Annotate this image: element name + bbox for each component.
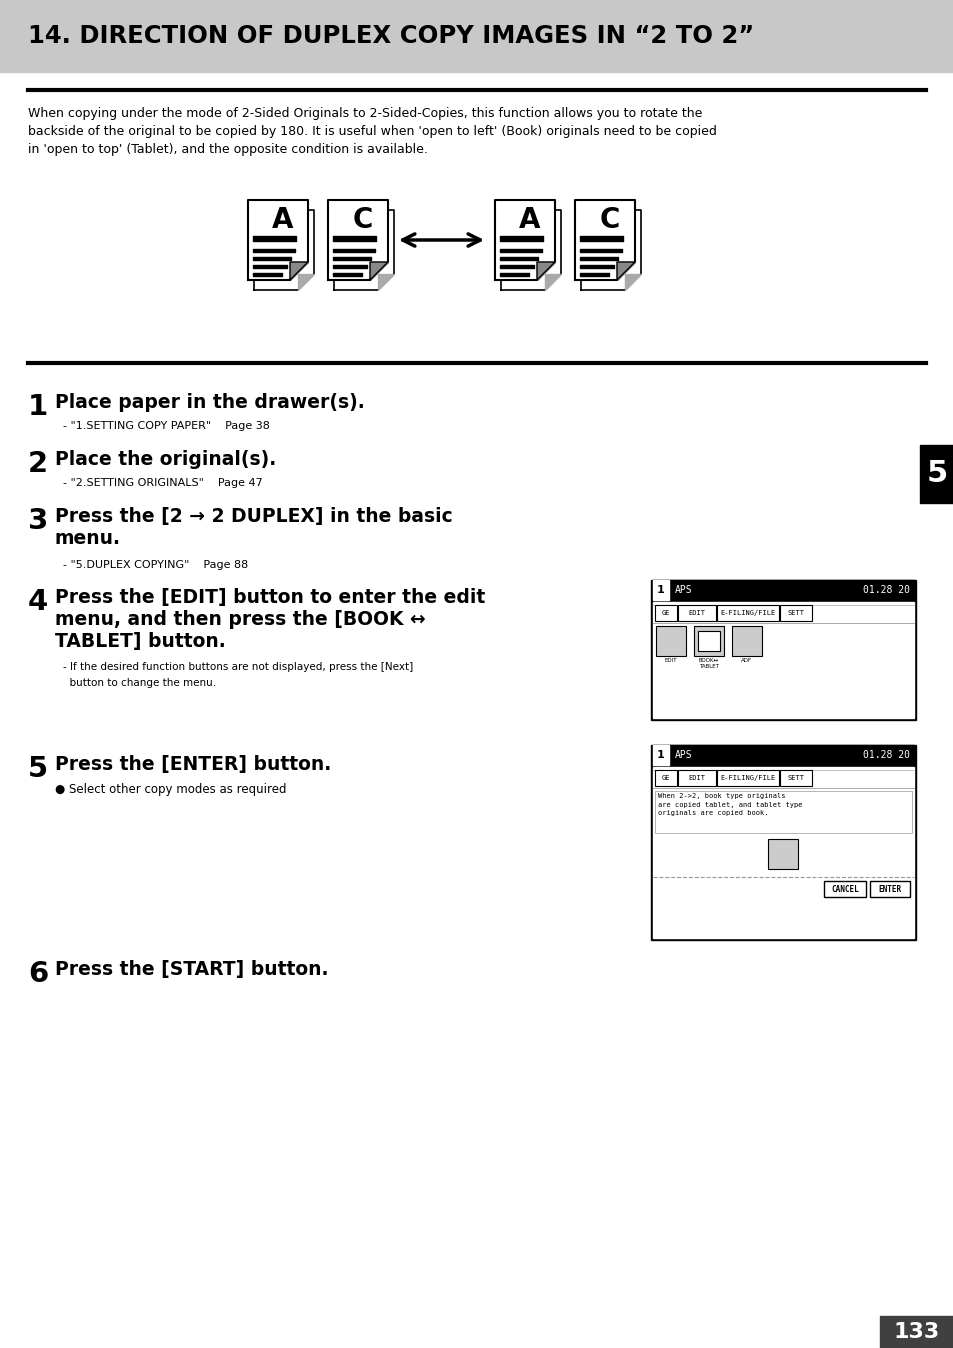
- Text: E-FILING/FILE: E-FILING/FILE: [720, 775, 775, 780]
- Text: - "5.DUPLEX COPYING"    Page 88: - "5.DUPLEX COPYING" Page 88: [63, 559, 248, 570]
- Text: E-FILING/FILE: E-FILING/FILE: [720, 611, 775, 616]
- Polygon shape: [334, 210, 394, 290]
- Text: D: D: [602, 260, 618, 279]
- Polygon shape: [297, 274, 314, 290]
- Text: 1: 1: [657, 585, 664, 594]
- Bar: [823, 882, 865, 896]
- Text: APS: APS: [675, 585, 692, 594]
- Bar: [652, 580, 913, 600]
- Bar: [652, 767, 913, 938]
- Bar: [652, 603, 913, 718]
- Text: 2: 2: [28, 450, 48, 479]
- Polygon shape: [253, 210, 314, 290]
- Text: menu, and then press the [BOOK ↔: menu, and then press the [BOOK ↔: [55, 611, 425, 630]
- Bar: [656, 625, 685, 656]
- Bar: [655, 605, 677, 621]
- Bar: [678, 605, 716, 621]
- Text: button to change the menu.: button to change the menu.: [63, 678, 216, 687]
- Polygon shape: [500, 210, 560, 290]
- Text: 01.28 20: 01.28 20: [862, 749, 909, 760]
- Bar: [698, 631, 720, 651]
- Text: EDIT: EDIT: [688, 775, 705, 780]
- Text: 6: 6: [28, 960, 49, 988]
- Polygon shape: [328, 200, 388, 280]
- Text: CANCEL: CANCEL: [830, 884, 858, 894]
- Text: B: B: [523, 260, 537, 279]
- Text: ADF: ADF: [740, 658, 752, 663]
- Text: C: C: [599, 206, 619, 235]
- Text: 1: 1: [28, 394, 49, 421]
- Text: EDIT: EDIT: [664, 658, 677, 663]
- Bar: [780, 605, 811, 621]
- Text: 1: 1: [657, 749, 664, 760]
- Polygon shape: [537, 262, 555, 280]
- Text: C: C: [353, 206, 373, 235]
- Text: Press the [ENTER] button.: Press the [ENTER] button.: [55, 755, 331, 774]
- Text: GE: GE: [661, 611, 670, 616]
- Polygon shape: [544, 274, 560, 290]
- Text: ENTER: ENTER: [878, 884, 901, 894]
- Text: BOOK↔
TABLET: BOOK↔ TABLET: [699, 658, 719, 669]
- Text: 01.28 20: 01.28 20: [862, 585, 909, 594]
- Polygon shape: [290, 262, 308, 280]
- Text: in 'open to top' (Tablet), and the opposite condition is available.: in 'open to top' (Tablet), and the oppos…: [28, 143, 428, 156]
- Text: Place paper in the drawer(s).: Place paper in the drawer(s).: [55, 394, 364, 412]
- Bar: [650, 580, 915, 720]
- Polygon shape: [377, 274, 394, 290]
- Bar: [0, 0, 953, 71]
- Bar: [879, 1316, 953, 1348]
- Bar: [717, 605, 779, 621]
- Text: When 2->2, book type originals
are copied tablet, and tablet type
originals are : When 2->2, book type originals are copie…: [658, 793, 801, 816]
- Text: Press the [START] button.: Press the [START] button.: [55, 960, 328, 979]
- Text: When copying under the mode of 2-Sided Originals to 2-Sided-Copies, this functio: When copying under the mode of 2-Sided O…: [28, 106, 701, 120]
- Bar: [767, 838, 797, 869]
- Bar: [678, 770, 716, 786]
- Text: SETT: SETT: [786, 611, 803, 616]
- Text: 133: 133: [893, 1322, 939, 1343]
- Text: EDIT: EDIT: [688, 611, 705, 616]
- Text: 5: 5: [28, 755, 48, 783]
- Bar: [652, 580, 668, 600]
- Bar: [650, 745, 915, 940]
- Text: Press the [2 → 2 DUPLEX] in the basic: Press the [2 → 2 DUPLEX] in the basic: [55, 507, 453, 526]
- Text: 4: 4: [28, 588, 49, 616]
- Text: - If the desired function buttons are not displayed, press the [Next]: - If the desired function buttons are no…: [63, 662, 413, 673]
- Bar: [655, 770, 677, 786]
- Bar: [652, 745, 668, 766]
- Text: - "2.SETTING ORIGINALS"    Page 47: - "2.SETTING ORIGINALS" Page 47: [63, 479, 262, 488]
- Text: Press the [EDIT] button to enter the edit: Press the [EDIT] button to enter the edi…: [55, 588, 485, 607]
- Text: 5: 5: [925, 460, 946, 488]
- Text: A: A: [356, 260, 371, 279]
- Text: N: N: [275, 260, 292, 279]
- Polygon shape: [575, 200, 635, 280]
- Text: TABLET] button.: TABLET] button.: [55, 632, 226, 651]
- Text: SETT: SETT: [786, 775, 803, 780]
- Text: Place the original(s).: Place the original(s).: [55, 450, 276, 469]
- Polygon shape: [370, 262, 388, 280]
- Polygon shape: [624, 274, 640, 290]
- Polygon shape: [495, 200, 555, 280]
- Text: ● Select other copy modes as required: ● Select other copy modes as required: [55, 783, 286, 797]
- Bar: [919, 445, 953, 503]
- Bar: [731, 625, 761, 656]
- Bar: [693, 625, 723, 656]
- Bar: [780, 770, 811, 786]
- Text: A: A: [272, 206, 294, 235]
- Text: menu.: menu.: [55, 528, 121, 549]
- Polygon shape: [617, 262, 635, 280]
- Bar: [652, 745, 913, 766]
- Text: 14. DIRECTION OF DUPLEX COPY IMAGES IN “2 TO 2”: 14. DIRECTION OF DUPLEX COPY IMAGES IN “…: [28, 24, 754, 49]
- Text: APS: APS: [675, 749, 692, 760]
- Text: A: A: [518, 206, 540, 235]
- Bar: [655, 791, 911, 833]
- Text: backside of the original to be copied by 180. It is useful when 'open to left' (: backside of the original to be copied by…: [28, 125, 716, 137]
- Bar: [869, 882, 909, 896]
- Text: GE: GE: [661, 775, 670, 780]
- Polygon shape: [580, 210, 640, 290]
- Polygon shape: [248, 200, 308, 280]
- Text: 3: 3: [28, 507, 49, 535]
- Bar: [717, 770, 779, 786]
- Text: - "1.SETTING COPY PAPER"    Page 38: - "1.SETTING COPY PAPER" Page 38: [63, 421, 270, 431]
